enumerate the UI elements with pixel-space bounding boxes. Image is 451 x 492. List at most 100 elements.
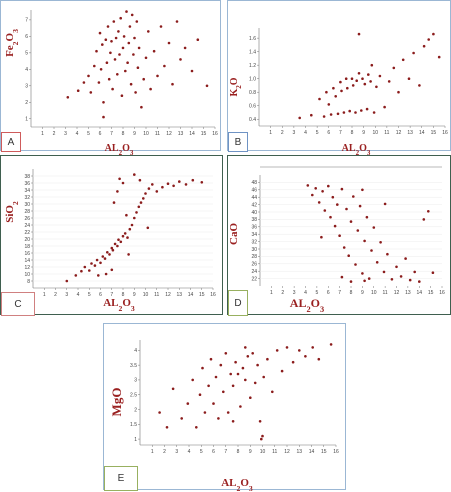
x-tick-label: 6 <box>99 292 102 298</box>
data-point <box>334 95 337 98</box>
data-point <box>390 278 394 281</box>
data-point <box>165 426 169 429</box>
data-point <box>367 73 370 76</box>
data-point <box>178 180 181 183</box>
data-point <box>375 261 379 264</box>
x-axis-label: AL2O3 <box>290 296 324 314</box>
data-point <box>275 349 279 352</box>
data-point <box>172 184 175 188</box>
y-tick-label: 42 <box>251 202 257 208</box>
x-tick-label: 11 <box>155 131 160 137</box>
data-point <box>365 107 369 111</box>
data-point <box>133 36 136 40</box>
y-tick-label: 38 <box>251 217 257 223</box>
data-point <box>200 181 204 184</box>
x-tick-label: 7 <box>110 131 113 137</box>
x-tick-label: 5 <box>88 292 91 298</box>
x-tick-label: 11 <box>272 449 277 455</box>
data-point <box>133 173 136 176</box>
chart-panel-e: 1 1.5 2 2.5 3 3.5 4 1 2 3 4 5 6 7 8 9 10 11 12 13 14 15 16 AL2O… <box>103 323 346 492</box>
data-point <box>205 84 209 88</box>
x-tick-label: 9 <box>362 130 365 136</box>
x-tick-label: 3 <box>292 130 295 136</box>
x-tick-label: 2 <box>163 449 166 455</box>
data-point <box>140 105 143 109</box>
data-point <box>121 234 125 238</box>
y-tick-label: 32 <box>24 195 30 201</box>
data-point <box>361 77 364 80</box>
data-point <box>116 73 119 76</box>
data-point <box>357 72 361 75</box>
data-point <box>117 238 120 241</box>
x-tick-label: 15 <box>428 290 434 296</box>
data-point <box>401 58 405 62</box>
data-point <box>118 177 121 181</box>
y-tick-label: 14 <box>24 258 30 264</box>
x-tick-label: 1 <box>270 290 273 296</box>
y-tick-label: 34 <box>24 188 30 194</box>
data-point <box>83 265 87 269</box>
data-point <box>408 278 412 282</box>
data-point <box>121 181 125 185</box>
data-point <box>386 252 389 256</box>
data-point <box>404 257 407 260</box>
data-point <box>127 41 131 45</box>
data-point <box>387 80 391 83</box>
data-point <box>196 38 200 41</box>
data-point <box>355 79 358 82</box>
data-point <box>271 390 274 394</box>
data-point <box>99 68 103 71</box>
data-point <box>105 61 109 64</box>
data-point <box>102 115 105 119</box>
scatter-chart-k2o: 0.40.60.81.01.21.41.61 2 3 4 5 6 7 8 9 10 11 12 13 14… <box>229 28 448 157</box>
data-point <box>246 355 250 358</box>
data-point <box>327 184 330 188</box>
x-tick-label: 7 <box>339 130 342 136</box>
y-tick-label: 28 <box>24 209 30 215</box>
x-tick-label: 15 <box>431 130 437 136</box>
data-point <box>133 216 136 220</box>
data-point <box>190 69 194 73</box>
y-tick-label: 0.8 <box>249 90 256 96</box>
y-tick-label: 1.2 <box>249 63 256 69</box>
data-point <box>209 357 213 361</box>
x-tick-label: 10 <box>371 290 377 296</box>
y-tick-label: 20 <box>24 237 30 243</box>
y-tick-label: 24 <box>251 269 257 275</box>
data-point <box>128 25 132 28</box>
data-point <box>171 82 174 86</box>
data-point <box>370 249 373 252</box>
data-point <box>427 38 430 41</box>
y-tick-label: 18 <box>24 244 30 250</box>
data-point <box>329 215 332 219</box>
data-point <box>149 87 152 91</box>
data-point <box>266 357 269 361</box>
data-point <box>285 346 289 349</box>
data-point <box>383 202 387 206</box>
data-point <box>90 262 93 265</box>
data-point <box>65 279 69 283</box>
y-tick-label: 44 <box>251 195 257 201</box>
data-point <box>93 264 97 267</box>
data-point <box>310 113 313 117</box>
data-point <box>104 38 108 41</box>
data-point <box>135 20 139 23</box>
y-tick-label: 0.4 <box>249 117 256 123</box>
data-point <box>111 87 114 91</box>
data-point <box>320 235 323 239</box>
data-point <box>291 360 295 364</box>
chart-panel-a: 1 2 3 4 5 6 7 1 2 3 4 5 6 7 8 9 10 11 12 13 14 15 16 AL2O3 Fe2O3… <box>0 0 221 157</box>
data-point <box>351 84 355 87</box>
y-tick-label: 32 <box>251 239 257 245</box>
x-tick-label: 7 <box>338 290 341 296</box>
y-tick-label: 48 <box>251 180 257 186</box>
data-point <box>88 269 91 272</box>
data-point <box>363 239 366 243</box>
x-tick-label: 9 <box>361 290 364 296</box>
data-point <box>159 25 163 28</box>
x-tick-label: 12 <box>394 290 400 296</box>
x-tick-label: 16 <box>439 290 445 296</box>
data-point <box>311 346 314 349</box>
data-point <box>256 363 259 367</box>
data-point <box>361 188 364 192</box>
